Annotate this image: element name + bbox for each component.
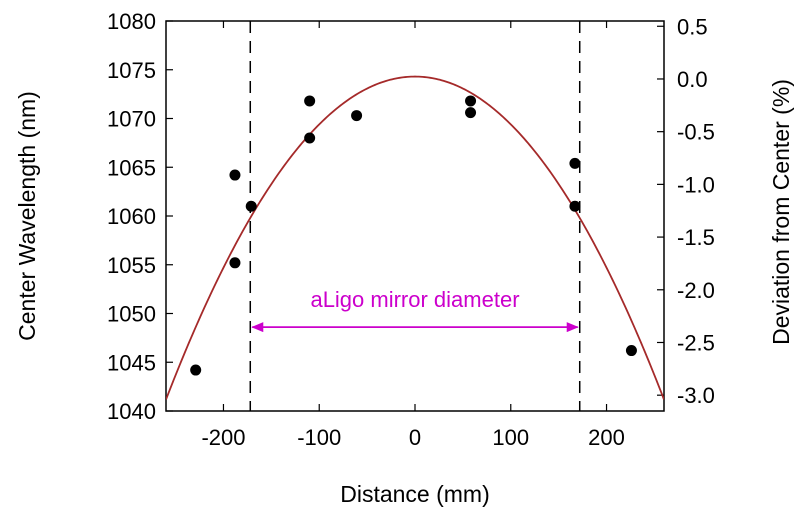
data-point bbox=[625, 345, 637, 357]
y-tick-label: 1045 bbox=[107, 350, 156, 375]
axis-ticks: -200 -100 0 100 200 1040 1045 1050 1055 1060 1065 1… bbox=[107, 9, 715, 450]
plot-frame bbox=[165, 20, 665, 412]
x-tick-label: 200 bbox=[588, 425, 625, 450]
y-tick-label: 1070 bbox=[107, 107, 156, 132]
data-point bbox=[465, 107, 477, 119]
y-tick-label: 1065 bbox=[107, 155, 156, 180]
y2-tick-label: -0.5 bbox=[677, 120, 715, 145]
y-tick-label: 1055 bbox=[107, 253, 156, 278]
y-tick-label: 1040 bbox=[107, 399, 156, 424]
data-point bbox=[569, 157, 581, 169]
x-tick-label: -200 bbox=[201, 425, 245, 450]
y2-axis-title: Deviation from Center (%) bbox=[768, 79, 794, 345]
plot-border bbox=[165, 20, 665, 412]
data-point bbox=[351, 110, 363, 122]
data-point bbox=[569, 200, 581, 212]
x-tick-label: -100 bbox=[297, 425, 341, 450]
y2-tick-label: -1.0 bbox=[677, 172, 715, 197]
data-points bbox=[190, 95, 637, 376]
data-point bbox=[229, 257, 241, 269]
aligo-diameter-label: aLigo mirror diameter bbox=[310, 287, 519, 312]
diameter-lines bbox=[249, 21, 581, 411]
y-axis-title: Center Wavelength (nm) bbox=[14, 91, 40, 341]
x-axis-title: Distance (mm) bbox=[340, 481, 490, 507]
y2-tick-label: -2.5 bbox=[677, 330, 715, 355]
y2-tick-label: 0.5 bbox=[677, 14, 708, 39]
data-point bbox=[190, 364, 202, 376]
data-point bbox=[304, 132, 316, 144]
y-tick-label: 1075 bbox=[107, 58, 156, 83]
data-point bbox=[229, 169, 241, 181]
data-point bbox=[245, 200, 257, 212]
y2-tick-label: -3.0 bbox=[677, 383, 715, 408]
data-point bbox=[465, 95, 477, 107]
data-point bbox=[304, 95, 316, 107]
fit-curve bbox=[166, 75, 664, 400]
y2-tick-label: -2.0 bbox=[677, 278, 715, 303]
y-tick-label: 1060 bbox=[107, 204, 156, 229]
y2-tick-label: -1.5 bbox=[677, 225, 715, 250]
y-tick-label: 1080 bbox=[107, 9, 156, 34]
x-tick-label: 100 bbox=[492, 425, 529, 450]
x-tick-label: 0 bbox=[409, 425, 421, 450]
y-tick-label: 1050 bbox=[107, 302, 156, 327]
fit-curve-layer bbox=[166, 75, 664, 400]
annotation-layer: aLigo mirror diameter bbox=[251, 287, 579, 333]
y2-tick-label: 0.0 bbox=[677, 67, 708, 92]
